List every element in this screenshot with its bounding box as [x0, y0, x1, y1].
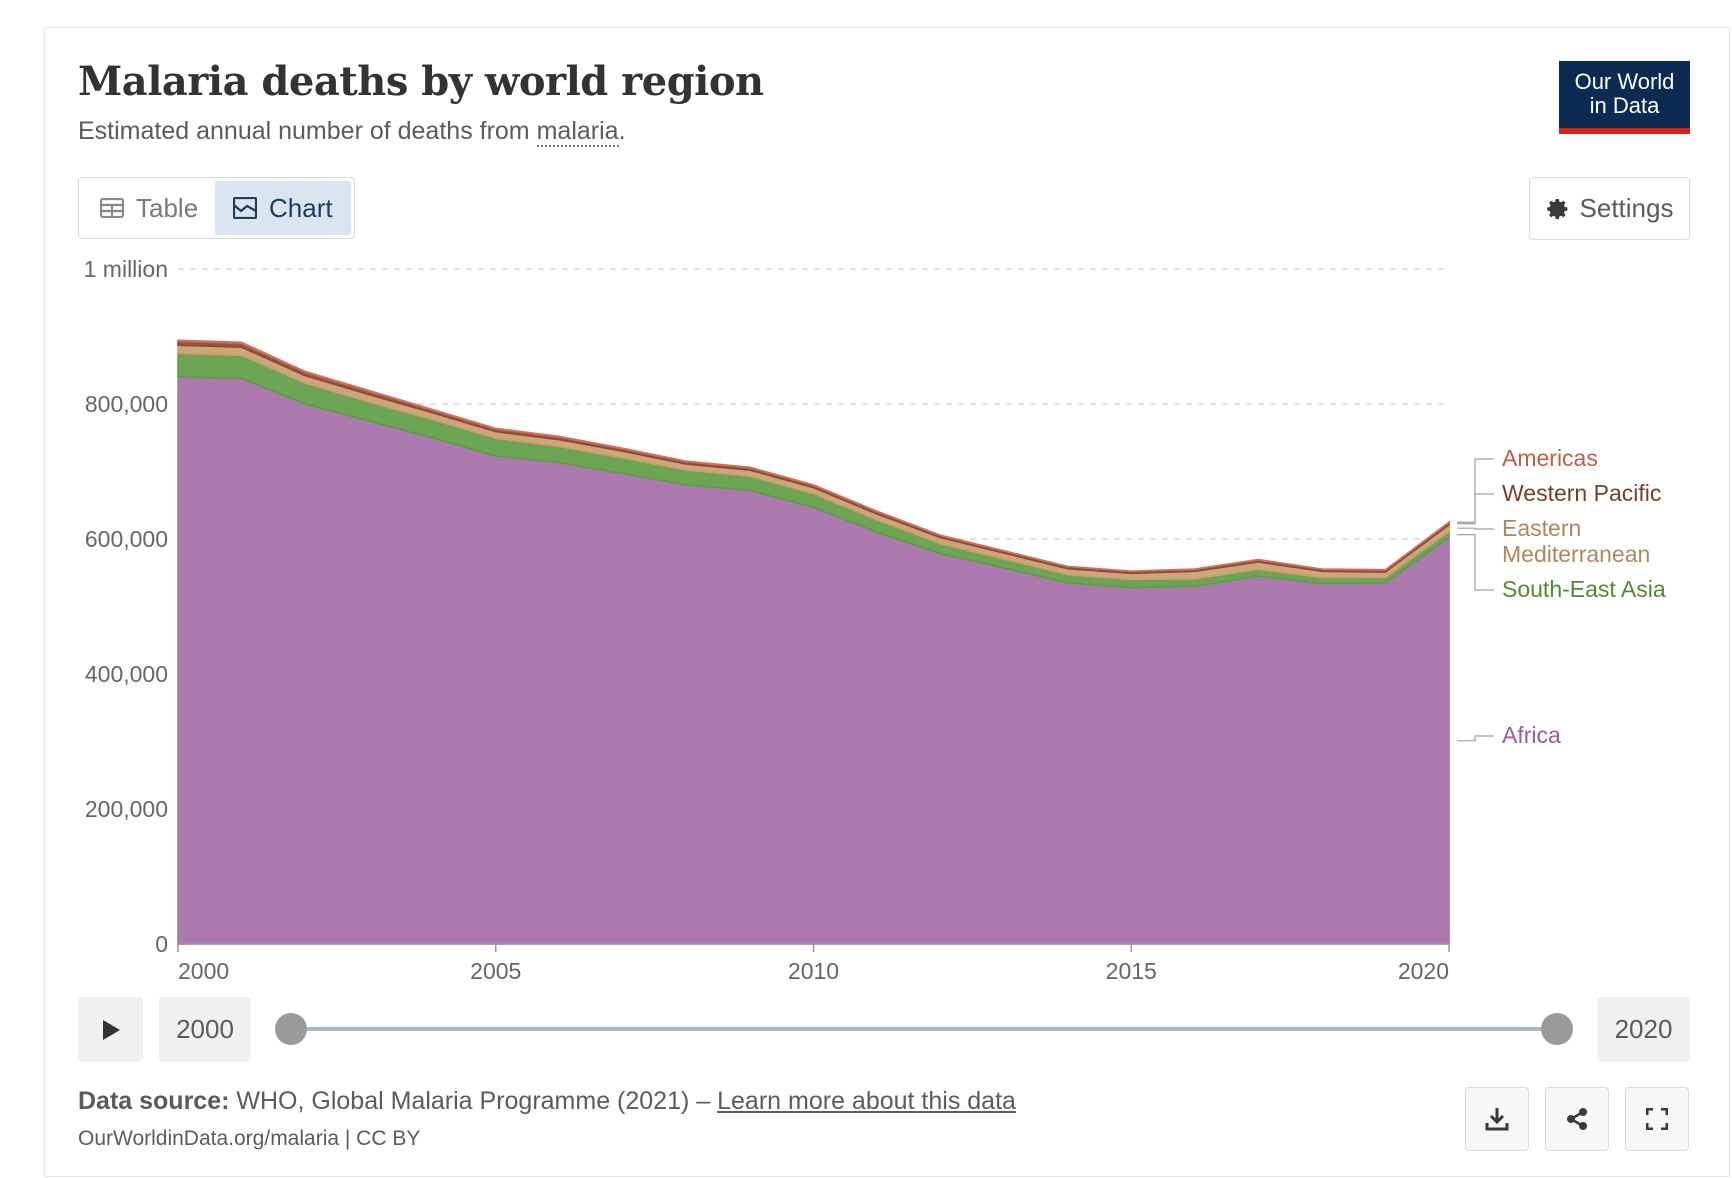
area-chart: 0 200,000 400,000 600,000 800,000 1 million 20… [84, 256, 1666, 984]
play-button[interactable] [78, 997, 143, 1062]
x-tick-label: 2010 [788, 958, 839, 984]
data-source: Data source: WHO, Global Malaria Program… [78, 1087, 1016, 1116]
tab-table-label: Table [136, 192, 199, 223]
series-label-south-east-asia: South-East Asia [1502, 576, 1666, 602]
download-button[interactable] [1465, 1087, 1529, 1151]
y-tick-label: 200,000 [85, 796, 168, 822]
logo-line-1: Our World [1574, 69, 1675, 94]
chart-title: Malaria deaths by world region [78, 58, 764, 105]
x-tick-label: 2000 [178, 958, 229, 984]
x-tick-label: 2015 [1106, 958, 1157, 984]
label-connector [1457, 493, 1494, 525]
settings-button[interactable]: Settings [1529, 177, 1690, 240]
series-label-africa: Africa [1502, 722, 1561, 748]
label-connector [1457, 458, 1494, 523]
timeline-end-handle[interactable] [1541, 1013, 1573, 1045]
fullscreen-icon [1646, 1108, 1668, 1130]
play-icon [102, 1019, 120, 1040]
chart-subtitle: Estimated annual number of deaths from m… [78, 117, 626, 147]
table-icon [100, 198, 124, 218]
label-connector [1457, 735, 1494, 742]
series-label-western-pacific: Western Pacific [1502, 480, 1661, 506]
series-label-eastern-mediterranean: Eastern [1502, 515, 1581, 541]
settings-label: Settings [1579, 193, 1674, 223]
subtitle-text: Estimated annual number of deaths from [78, 117, 537, 145]
share-icon [1567, 1108, 1587, 1130]
label-connector [1457, 527, 1494, 530]
timeline-start-year[interactable]: 2000 [159, 997, 251, 1062]
tab-chart-label: Chart [269, 192, 333, 223]
series-label-americas: Americas [1502, 445, 1598, 471]
y-tick-label: 600,000 [85, 526, 168, 552]
source-text: WHO, Global Malaria Programme (2021) – [229, 1087, 718, 1115]
x-tick-label: 2005 [470, 958, 521, 984]
label-connector [1457, 534, 1494, 591]
view-tabs: Table Chart [78, 177, 355, 239]
y-tick-label: 800,000 [85, 391, 168, 417]
area-series-africa [177, 376, 1450, 945]
y-tick-label: 400,000 [85, 661, 168, 687]
malaria-definition-link[interactable]: malaria [536, 117, 619, 147]
timeline-end-year[interactable]: 2020 [1597, 997, 1690, 1062]
subtitle-end: . [618, 117, 626, 145]
logo-line-2: in Data [1589, 93, 1660, 118]
chart-icon [233, 197, 257, 219]
timeline-start-handle[interactable] [275, 1013, 307, 1045]
y-tick-label: 0 [155, 931, 168, 957]
tab-table[interactable]: Table [82, 181, 212, 235]
owid-logo[interactable]: Our World in Data [1559, 61, 1690, 134]
x-tick-label: 2020 [1398, 958, 1449, 984]
source-url: OurWorldinData.org/malaria | CC BY [78, 1127, 421, 1150]
source-label: Data source: [78, 1087, 230, 1115]
series-label-eastern-mediterranean: Mediterranean [1502, 541, 1650, 567]
y-tick-label: 1 million [84, 256, 168, 282]
learn-more-link[interactable]: Learn more about this data [717, 1087, 1016, 1115]
timeline-track[interactable] [291, 1027, 1557, 1031]
download-icon [1485, 1108, 1509, 1131]
share-button[interactable] [1545, 1087, 1609, 1151]
area-series-americas [177, 339, 1450, 573]
tab-chart[interactable]: Chart [215, 181, 351, 235]
fullscreen-button[interactable] [1625, 1087, 1689, 1151]
gear-icon [1546, 198, 1567, 219]
